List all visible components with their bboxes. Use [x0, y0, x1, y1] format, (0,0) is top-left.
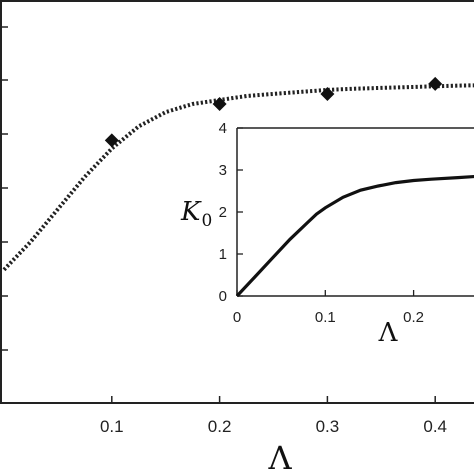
main-x-tick-label: 0.3 — [316, 417, 340, 436]
inset-k0-curve — [235, 174, 474, 298]
inset-y-axis-label-subscript: 0 — [201, 211, 212, 231]
main-x-ticks: 0.1 0.2 0.3 0.4 — [100, 396, 447, 436]
inset-y-axis-label: K0 — [180, 197, 212, 231]
main-data-marker — [212, 97, 227, 112]
main-data-marker — [104, 133, 119, 148]
inset-x-tick-label: 0.1 — [315, 309, 336, 326]
inset-background — [237, 128, 474, 296]
inset-y-tick-label: 1 — [219, 246, 227, 263]
main-data-marker — [428, 76, 443, 91]
main-x-tick-label: 0.1 — [100, 417, 124, 436]
inset-x-axis-label: Λ — [378, 318, 399, 348]
main-x-axis-label: Λ — [267, 439, 292, 474]
main-x-tick-label: 0.2 — [208, 417, 232, 436]
inset-y-tick-label: 0 — [219, 288, 227, 305]
inset-x-tick-label: 0.2 — [403, 309, 424, 326]
main-y-ticks — [1, 26, 8, 351]
inset-y-tick-label: 3 — [219, 162, 227, 179]
inset-y-ticks: 0 1 2 3 4 — [219, 120, 243, 305]
main-data-marker — [320, 86, 335, 101]
main-data-markers — [104, 76, 443, 148]
inset-y-tick-label: 2 — [219, 204, 227, 221]
inset-x-ticks: 0 0.1 0.2 — [233, 290, 424, 326]
inset-y-tick-label: 4 — [219, 120, 227, 137]
main-x-tick-label: 0.4 — [423, 417, 447, 436]
inset-y-axis-label-main: K — [180, 197, 202, 227]
inset-x-tick-label: 0 — [233, 309, 241, 326]
